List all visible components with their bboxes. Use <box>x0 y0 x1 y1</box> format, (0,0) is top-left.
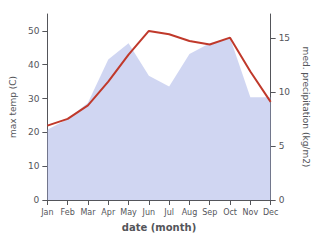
svg-text:0: 0 <box>279 195 285 205</box>
svg-text:15: 15 <box>279 33 290 43</box>
svg-text:Aug: Aug <box>182 208 198 217</box>
svg-text:5: 5 <box>279 141 285 151</box>
svg-text:Jun: Jun <box>142 208 156 217</box>
svg-text:Jul: Jul <box>163 208 174 217</box>
svg-text:date (month): date (month) <box>122 222 196 233</box>
svg-text:med. precipitation (kg/m2): med. precipitation (kg/m2) <box>301 47 311 168</box>
svg-text:20: 20 <box>28 127 40 137</box>
svg-text:Oct: Oct <box>223 208 237 217</box>
svg-text:Jan: Jan <box>40 208 53 217</box>
svg-text:Nov: Nov <box>243 208 259 217</box>
svg-text:10: 10 <box>28 161 40 171</box>
svg-text:Apr: Apr <box>101 208 116 217</box>
svg-text:40: 40 <box>28 60 40 70</box>
svg-text:50: 50 <box>28 26 40 36</box>
svg-text:10: 10 <box>279 87 291 97</box>
svg-text:max temp (C): max temp (C) <box>8 76 18 138</box>
svg-text:30: 30 <box>28 94 40 104</box>
svg-text:0: 0 <box>34 195 40 205</box>
svg-text:Dec: Dec <box>263 208 278 217</box>
svg-text:Feb: Feb <box>61 208 75 217</box>
svg-text:Mar: Mar <box>80 208 96 217</box>
svg-text:May: May <box>120 208 137 217</box>
svg-text:Sep: Sep <box>202 208 217 217</box>
